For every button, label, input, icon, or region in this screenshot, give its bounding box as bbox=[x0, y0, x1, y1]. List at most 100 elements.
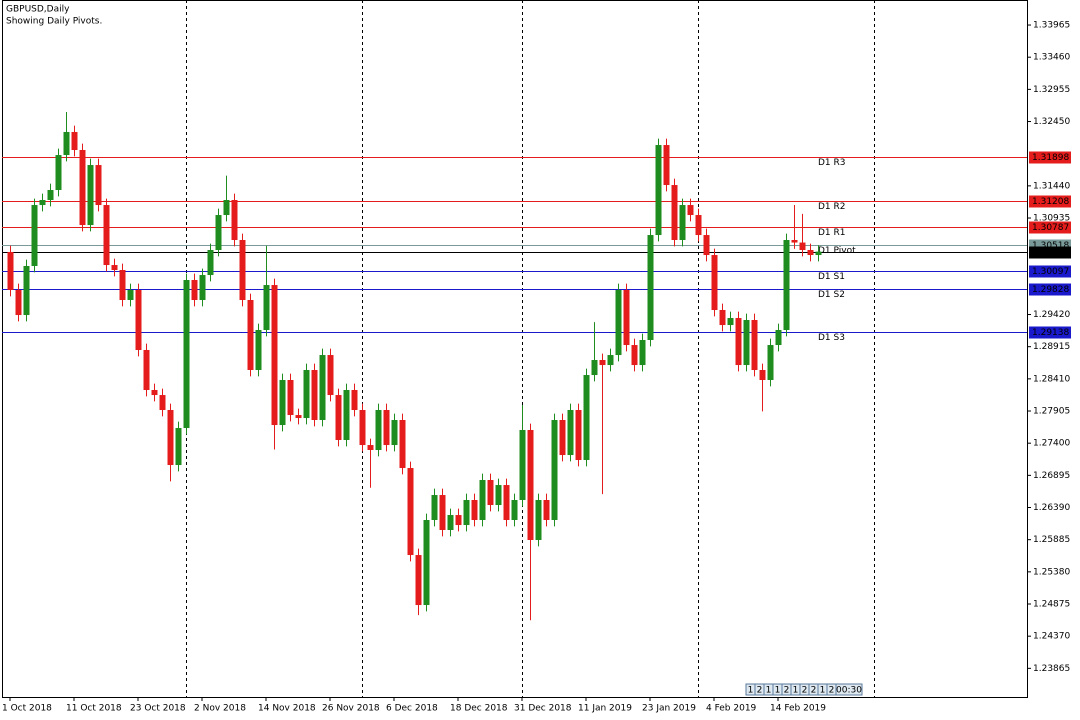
candle-body bbox=[319, 355, 326, 420]
candle-body bbox=[415, 555, 422, 606]
candle-body bbox=[751, 319, 758, 370]
candle-body bbox=[759, 369, 766, 380]
pivot-price-box bbox=[1029, 221, 1071, 234]
candle-body bbox=[95, 165, 102, 206]
candle-body bbox=[87, 165, 94, 226]
candle-body bbox=[151, 389, 158, 396]
candle-body bbox=[575, 409, 582, 460]
candle-body bbox=[407, 468, 414, 556]
candle-body bbox=[543, 499, 550, 520]
timer-label: 1 bbox=[766, 686, 772, 696]
candle-body bbox=[7, 251, 14, 290]
pivot-price-box bbox=[1029, 265, 1071, 278]
candle-body bbox=[495, 485, 502, 506]
x-tick-label: 26 Nov 2018 bbox=[322, 704, 380, 714]
candle-body bbox=[519, 429, 526, 500]
candle-body bbox=[215, 215, 222, 250]
timer-label: 2 bbox=[802, 686, 808, 696]
candle-body bbox=[159, 395, 166, 410]
candle-body bbox=[343, 389, 350, 440]
timer-label: 2 bbox=[811, 686, 817, 696]
x-tick-label: 11 Jan 2019 bbox=[578, 704, 632, 714]
candle-body bbox=[567, 409, 574, 456]
y-tick-label: 1.28410 bbox=[1033, 374, 1070, 384]
candle-body bbox=[695, 215, 702, 236]
pivot-name: D1 R1 bbox=[818, 228, 846, 238]
pivot-price-box bbox=[1029, 195, 1071, 208]
candle-body bbox=[511, 499, 518, 520]
timer-label: 2 bbox=[829, 686, 835, 696]
candle-body bbox=[679, 205, 686, 240]
x-tick-label: 18 Dec 2018 bbox=[450, 704, 508, 714]
y-tick-label: 1.28915 bbox=[1033, 342, 1070, 352]
pivot-price-box bbox=[1029, 151, 1071, 164]
candle-body bbox=[271, 285, 278, 426]
candle-body bbox=[615, 289, 622, 356]
y-tick-label: 1.23865 bbox=[1033, 664, 1070, 674]
candle-body bbox=[703, 235, 710, 256]
candle-body bbox=[263, 285, 270, 330]
candle-body bbox=[167, 409, 174, 466]
candle-body bbox=[223, 199, 230, 216]
candle-body bbox=[15, 289, 22, 316]
timer-box bbox=[835, 683, 863, 696]
timer-label: 00:30 bbox=[836, 686, 862, 696]
candle-body bbox=[527, 429, 534, 540]
candle-body bbox=[391, 419, 398, 446]
candle-body bbox=[455, 515, 462, 526]
candle-body bbox=[471, 499, 478, 520]
candle-body bbox=[55, 155, 62, 190]
candle-body bbox=[655, 145, 662, 236]
candle-body bbox=[583, 375, 590, 460]
candle-body bbox=[303, 369, 310, 419]
candle-body bbox=[239, 239, 246, 300]
x-tick-label: 23 Jan 2019 bbox=[642, 704, 696, 714]
candle-body bbox=[551, 419, 558, 520]
pivot-price-label: 1.29828 bbox=[1032, 285, 1069, 295]
y-tick-label: 1.27400 bbox=[1033, 439, 1070, 449]
candle-body bbox=[503, 485, 510, 520]
candle-body bbox=[399, 419, 406, 469]
candle-body bbox=[175, 428, 182, 466]
y-tick-label: 1.24875 bbox=[1033, 600, 1070, 610]
candle-body bbox=[815, 251, 822, 256]
current-price-box bbox=[1029, 246, 1071, 259]
candle-body bbox=[711, 255, 718, 310]
candle-body bbox=[735, 318, 742, 366]
candle-body bbox=[335, 395, 342, 440]
y-tick-label: 1.33965 bbox=[1033, 21, 1070, 31]
candle-body bbox=[431, 495, 438, 520]
x-tick-label: 1 Oct 2018 bbox=[2, 704, 52, 714]
pivot-name: D1 R3 bbox=[818, 158, 846, 168]
candle-body bbox=[287, 379, 294, 416]
candle-body bbox=[687, 205, 694, 216]
candle-body bbox=[327, 355, 334, 396]
candle-body bbox=[631, 345, 638, 366]
candle-body bbox=[31, 205, 38, 266]
candle-body bbox=[191, 279, 198, 300]
candle-body bbox=[367, 445, 374, 450]
pivot-price-label: 1.29138 bbox=[1032, 328, 1069, 338]
candle-body bbox=[279, 379, 286, 426]
pivot-name: D1 S2 bbox=[818, 290, 845, 300]
x-tick-label: 14 Feb 2019 bbox=[770, 704, 826, 714]
pivot-name: D1 Pivot bbox=[818, 246, 856, 256]
candle-body bbox=[647, 235, 654, 340]
y-tick-label: 1.30935 bbox=[1033, 214, 1070, 224]
timer-label: 1 bbox=[793, 686, 799, 696]
candle-body bbox=[295, 415, 302, 419]
pivot-price-box bbox=[1029, 326, 1071, 339]
pivot-name: D1 R2 bbox=[818, 202, 846, 212]
candle-body bbox=[143, 349, 150, 390]
candle-body bbox=[63, 131, 70, 156]
x-tick-label: 6 Dec 2018 bbox=[386, 704, 438, 714]
pivot-name: D1 S1 bbox=[818, 272, 845, 282]
candle-body bbox=[599, 359, 606, 366]
candle-body bbox=[231, 199, 238, 240]
y-tick-label: 1.24370 bbox=[1033, 632, 1070, 642]
candle-body bbox=[383, 409, 390, 446]
x-tick-label: 23 Oct 2018 bbox=[130, 704, 186, 714]
current-price-label: 1.30408 bbox=[1032, 248, 1069, 258]
candle-body bbox=[439, 495, 446, 530]
